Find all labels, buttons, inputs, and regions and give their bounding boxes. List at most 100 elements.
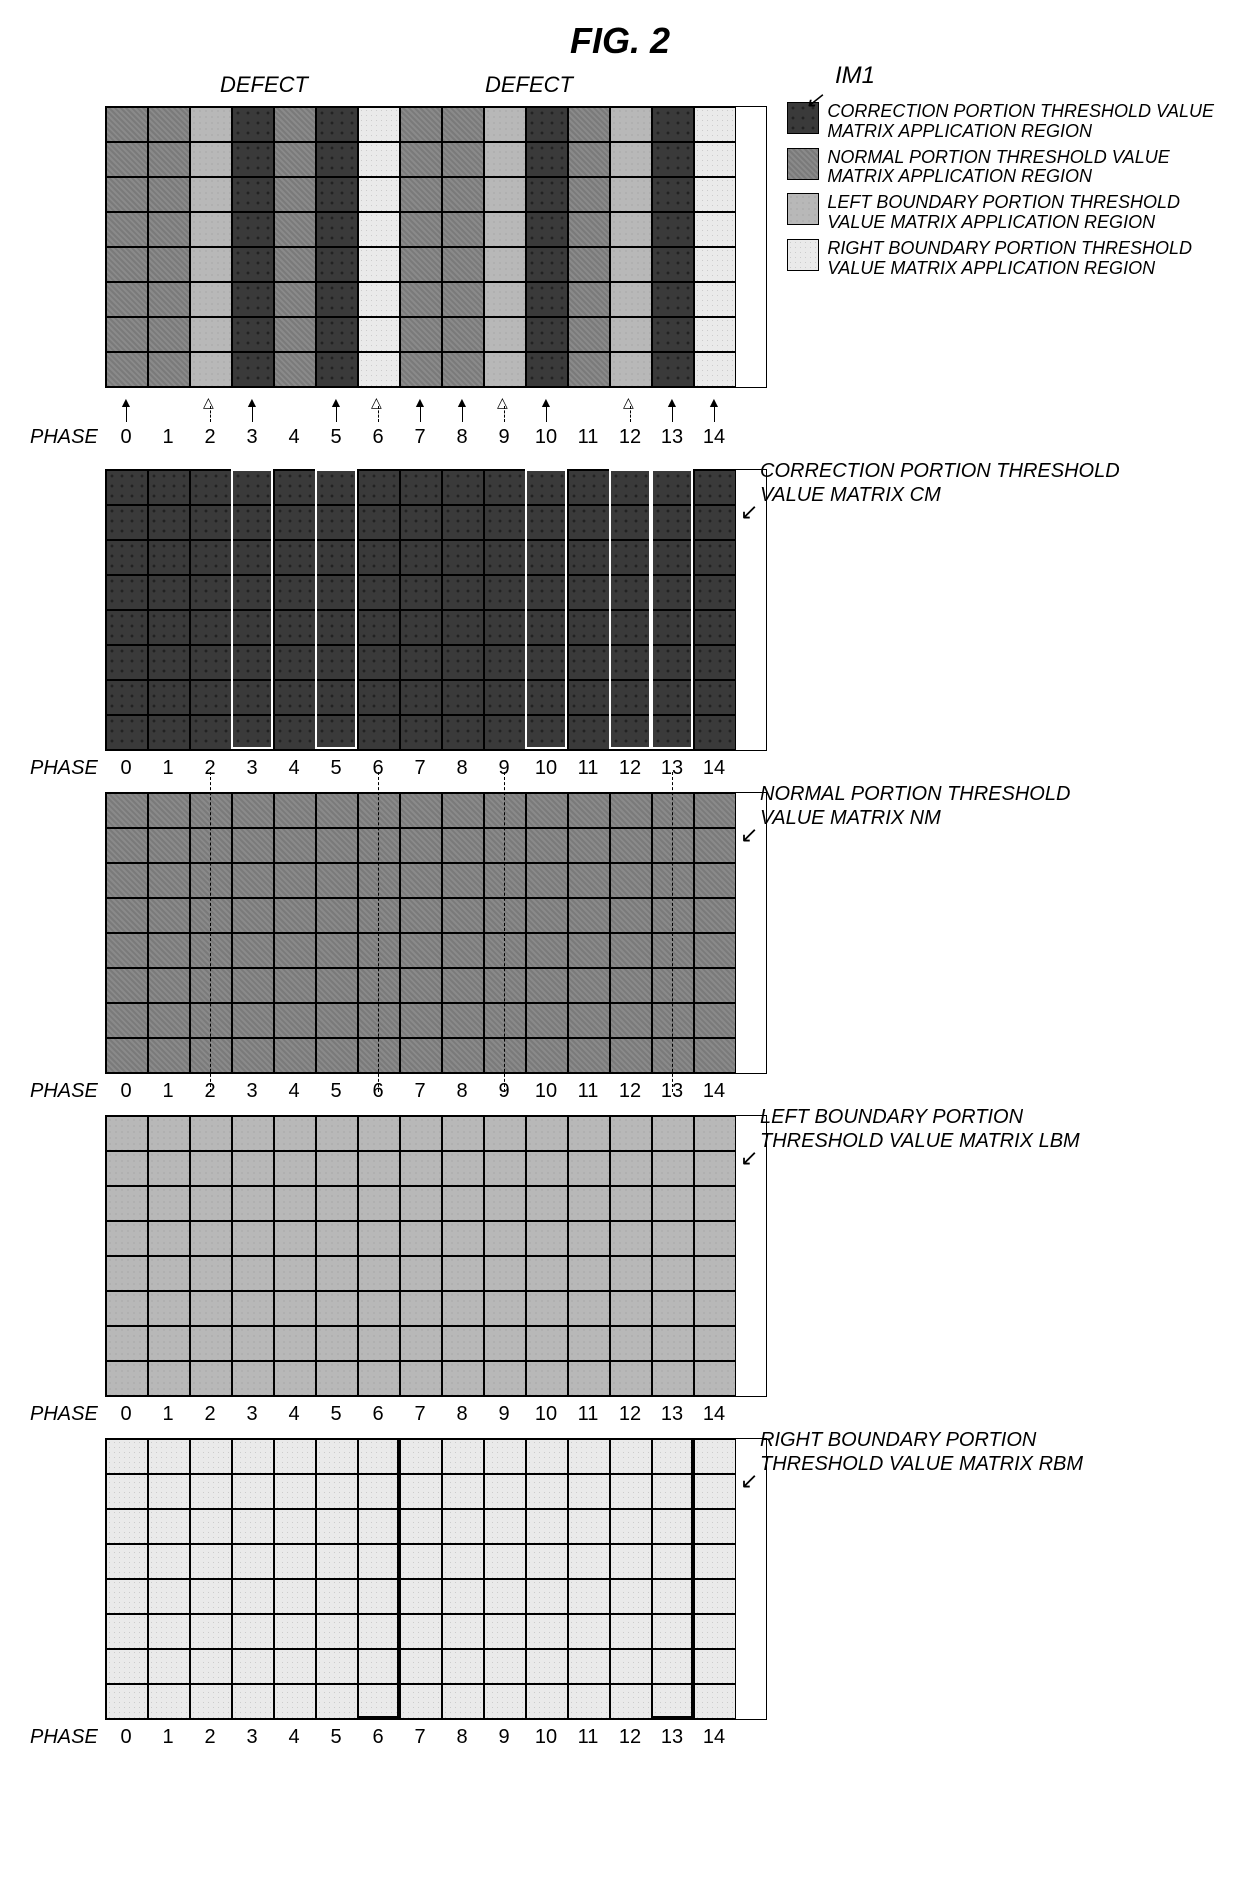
lbm-cell <box>232 1151 274 1186</box>
phase-label: PHASE <box>30 426 105 449</box>
arrow-stem-dashed <box>378 406 380 422</box>
cm-cell <box>526 470 568 505</box>
im1-cell <box>484 212 526 247</box>
phase-number: 11 <box>567 757 609 780</box>
rbm-cell <box>232 1649 274 1684</box>
im1-cell <box>652 142 694 177</box>
im1-cell <box>610 142 652 177</box>
phase-number: 8 <box>441 1403 483 1426</box>
cm-cell <box>526 575 568 610</box>
lbm-cell <box>148 1361 190 1396</box>
rbm-cell <box>358 1509 400 1544</box>
lbm-cell <box>610 1151 652 1186</box>
rbm-cell <box>274 1649 316 1684</box>
im1-cell <box>400 107 442 142</box>
nm-cell <box>568 898 610 933</box>
connector-dashed <box>672 772 673 1092</box>
cm-cell <box>568 610 610 645</box>
matrices-column: DEFECT DEFECT IM1 ↙ ▲▲▲▲▲▲▲▲△△△△ PHASE01… <box>20 72 767 1761</box>
rbm-cell <box>526 1439 568 1474</box>
lbm-cell <box>274 1256 316 1291</box>
lbm-cell <box>442 1326 484 1361</box>
rbm-cell <box>232 1614 274 1649</box>
legend-and-labels-column: CORRECTION PORTION THRESHOLD VALUE MATRI… <box>767 72 1220 1761</box>
lbm-cell <box>484 1256 526 1291</box>
nm-cell <box>400 933 442 968</box>
nm-cell <box>442 1003 484 1038</box>
phase-number: 4 <box>273 426 315 449</box>
cm-cell <box>610 645 652 680</box>
rbm-cell <box>610 1579 652 1614</box>
phase-number: 9 <box>483 1726 525 1749</box>
lbm-cell <box>694 1256 736 1291</box>
nm-cell <box>652 1038 694 1073</box>
rbm-cell <box>106 1474 148 1509</box>
rbm-cell <box>694 1684 736 1719</box>
rbm-cell <box>694 1439 736 1474</box>
cm-cell <box>652 715 694 750</box>
nm-cell <box>106 968 148 1003</box>
lbm-cell <box>568 1186 610 1221</box>
lbm-cell <box>442 1361 484 1396</box>
cm-cell <box>274 575 316 610</box>
arrow-stem <box>252 406 254 422</box>
cm-cell <box>106 680 148 715</box>
cm-cell <box>484 575 526 610</box>
cm-cell <box>526 505 568 540</box>
nm-cell <box>316 863 358 898</box>
rbm-cell <box>568 1579 610 1614</box>
connector-dashed <box>378 772 379 1092</box>
lbm-cell <box>526 1256 568 1291</box>
nm-cell <box>274 933 316 968</box>
cm-cell <box>274 715 316 750</box>
phase-number: 11 <box>567 1403 609 1426</box>
rbm-cell <box>274 1474 316 1509</box>
cm-cell <box>190 645 232 680</box>
nm-cell <box>568 828 610 863</box>
nm-cell <box>484 1003 526 1038</box>
rbm-cell <box>652 1544 694 1579</box>
nm-cell <box>610 793 652 828</box>
im1-arrow-icon: ↙ <box>805 87 823 113</box>
lbm-cell <box>568 1221 610 1256</box>
im1-cell <box>316 142 358 177</box>
legend-item: CORRECTION PORTION THRESHOLD VALUE MATRI… <box>787 102 1220 142</box>
lbm-cell <box>190 1221 232 1256</box>
phase-number: 8 <box>441 1080 483 1103</box>
nm-cell <box>610 1038 652 1073</box>
cm-cell <box>400 505 442 540</box>
phase-number: 3 <box>231 757 273 780</box>
nm-cell <box>106 1038 148 1073</box>
rbm-cell <box>274 1509 316 1544</box>
nm-cell <box>232 968 274 1003</box>
phase-number: 12 <box>609 1080 651 1103</box>
cm-cell <box>358 680 400 715</box>
legend: CORRECTION PORTION THRESHOLD VALUE MATRI… <box>787 102 1220 278</box>
cm-cell <box>694 505 736 540</box>
nm-cell <box>442 793 484 828</box>
lbm-cell <box>106 1256 148 1291</box>
cm-cell <box>484 470 526 505</box>
lbm-cell <box>484 1151 526 1186</box>
rbm-cell <box>484 1649 526 1684</box>
nm-cell <box>316 828 358 863</box>
cm-cell <box>652 470 694 505</box>
rbm-cell <box>148 1509 190 1544</box>
im1-cell <box>610 177 652 212</box>
phase-number: 11 <box>567 426 609 449</box>
cm-cell <box>316 575 358 610</box>
nm-cell <box>358 793 400 828</box>
im1-cell <box>232 247 274 282</box>
im1-cell <box>316 212 358 247</box>
phase-number: 0 <box>105 1080 147 1103</box>
im1-cell <box>610 107 652 142</box>
nm-cell <box>232 828 274 863</box>
im1-cell <box>568 212 610 247</box>
im1-cell <box>400 317 442 352</box>
lbm-cell <box>148 1186 190 1221</box>
lbm-cell <box>652 1326 694 1361</box>
rbm-cell <box>610 1509 652 1544</box>
cm-cell <box>694 680 736 715</box>
phase-number: 7 <box>399 757 441 780</box>
rbm-cell <box>190 1544 232 1579</box>
